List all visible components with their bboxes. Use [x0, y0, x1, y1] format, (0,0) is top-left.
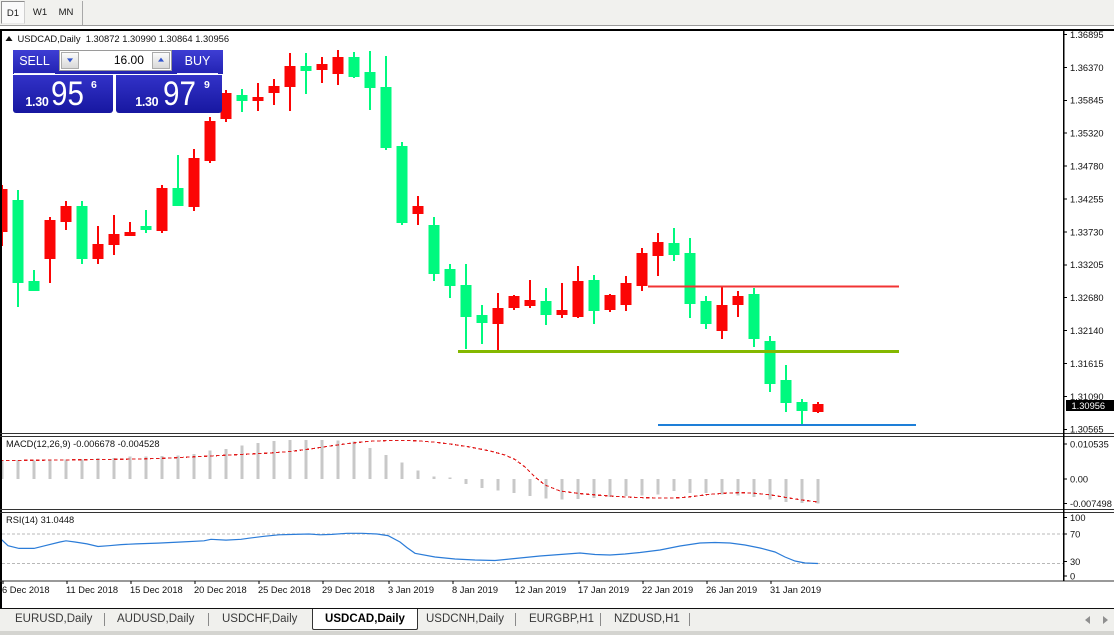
svg-text:0: 0 [1070, 571, 1075, 581]
svg-text:1.36370: 1.36370 [1070, 63, 1104, 73]
svg-text:31 Jan 2019: 31 Jan 2019 [770, 585, 821, 595]
svg-text:USDCAD,Daily 1.30872 1.30990: USDCAD,Daily 1.30872 1.30990 1.30864 1.3… [18, 33, 230, 44]
svg-text:1.31090: 1.31090 [1070, 392, 1104, 402]
svg-text:3 Jan 2019: 3 Jan 2019 [388, 585, 434, 595]
svg-text:1.33205: 1.33205 [1070, 260, 1104, 270]
svg-text:RSI(14) 31.0448: RSI(14) 31.0448 [6, 515, 74, 525]
svg-text:0.00: 0.00 [1070, 474, 1088, 484]
svg-text:12 Jan 2019: 12 Jan 2019 [515, 585, 566, 595]
svg-text:70: 70 [1070, 529, 1080, 539]
svg-text:1.31615: 1.31615 [1070, 359, 1104, 369]
svg-text:1.34780: 1.34780 [1070, 162, 1104, 172]
svg-text:26 Jan 2019: 26 Jan 2019 [706, 585, 757, 595]
svg-text:1.32140: 1.32140 [1070, 326, 1104, 336]
svg-text:1.35320: 1.35320 [1070, 129, 1104, 139]
svg-text:1.30956: 1.30956 [1072, 401, 1106, 411]
svg-text:-0.007498: -0.007498 [1070, 499, 1112, 509]
svg-text:1.34255: 1.34255 [1070, 194, 1104, 204]
svg-text:15 Dec 2018: 15 Dec 2018 [130, 585, 183, 595]
svg-text:0.010535: 0.010535 [1070, 439, 1109, 449]
svg-text:1.33730: 1.33730 [1070, 227, 1104, 237]
svg-text:30: 30 [1070, 557, 1080, 567]
svg-text:11 Dec 2018: 11 Dec 2018 [66, 585, 118, 595]
svg-text:25 Dec 2018: 25 Dec 2018 [258, 585, 311, 595]
svg-text:17 Jan 2019: 17 Jan 2019 [578, 585, 629, 595]
svg-text:100: 100 [1070, 513, 1086, 523]
svg-text:22 Jan 2019: 22 Jan 2019 [642, 585, 693, 595]
svg-text:MACD(12,26,9) -0.006678 -0.004: MACD(12,26,9) -0.006678 -0.004528 [6, 439, 160, 449]
svg-text:1.36895: 1.36895 [1070, 30, 1104, 40]
svg-text:1.32680: 1.32680 [1070, 293, 1104, 303]
svg-text:29 Dec 2018: 29 Dec 2018 [322, 585, 375, 595]
svg-text:6 Dec 2018: 6 Dec 2018 [2, 585, 50, 595]
svg-text:8 Jan 2019: 8 Jan 2019 [452, 585, 498, 595]
svg-text:20 Dec 2018: 20 Dec 2018 [194, 585, 247, 595]
svg-text:1.30565: 1.30565 [1070, 425, 1104, 435]
svg-text:1.35845: 1.35845 [1070, 96, 1104, 106]
